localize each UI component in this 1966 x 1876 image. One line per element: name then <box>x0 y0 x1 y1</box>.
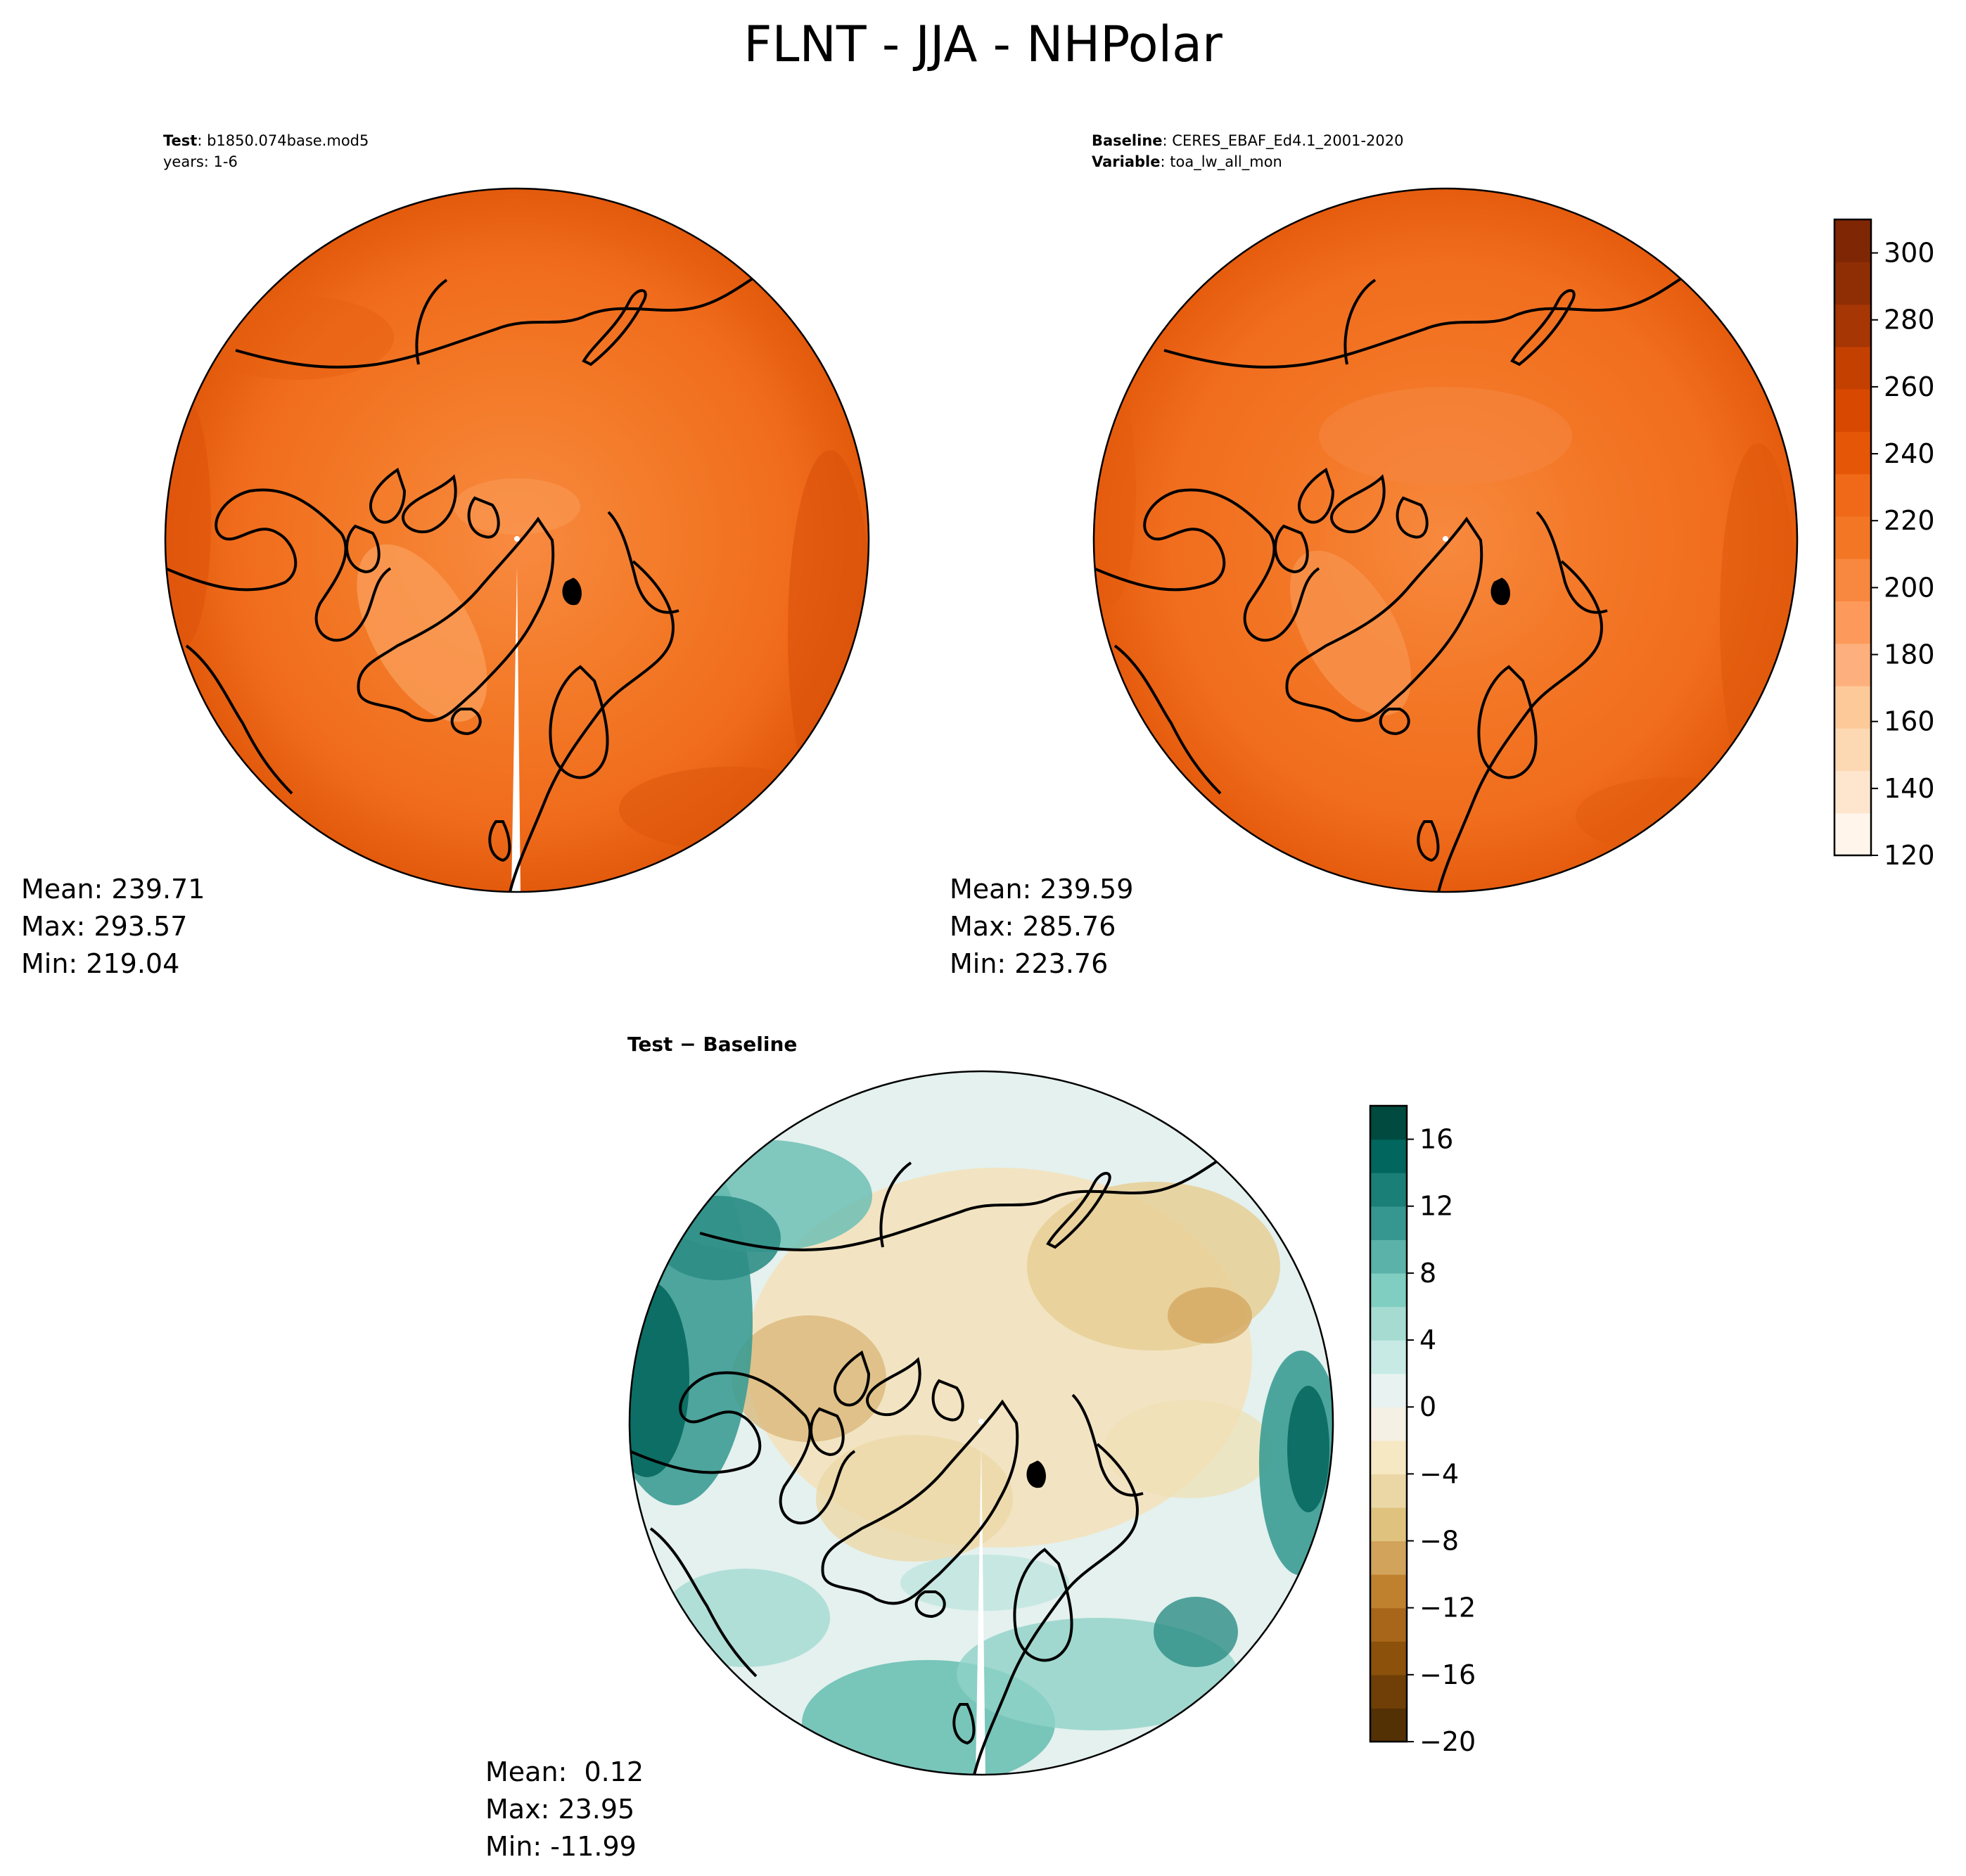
diff-colorbar-segment <box>1370 1607 1407 1642</box>
main-colorbar: 120 140 160 180 200 220 240 260 280 300 <box>1833 218 1935 871</box>
test-stats: Mean: 239.71 Max: 293.57 Min: 219.04 <box>21 871 205 983</box>
diff-colorbar-tick-label: −16 <box>1419 1659 1476 1690</box>
diff-colorbar-tick-label: 4 <box>1419 1325 1436 1355</box>
diff-colorbar-segment <box>1370 1239 1407 1274</box>
difference-mean: Mean: 0.12 <box>485 1756 644 1787</box>
main-colorbar-segment <box>1834 262 1871 305</box>
diff-colorbar-segment <box>1370 1540 1407 1575</box>
diff-colorbar-segment <box>1370 1373 1407 1408</box>
diff-colorbar-segment <box>1370 1440 1407 1474</box>
test-max: Max: 293.57 <box>21 911 188 943</box>
diff-colorbar-segment <box>1370 1272 1407 1308</box>
main-colorbar-segment <box>1834 643 1871 687</box>
main-colorbar-tick-label: 140 <box>1884 773 1935 804</box>
main-colorbar-tick-label: 260 <box>1884 371 1935 402</box>
diff-colorbar-segment <box>1370 1306 1407 1341</box>
baseline-header-line-2: Variable: toa_lw_all_mon <box>1092 153 1282 171</box>
diff-colorbar-tick-label: 16 <box>1419 1124 1453 1155</box>
test-map-boundary <box>164 187 870 893</box>
baseline-min: Min: 223.76 <box>950 948 1109 980</box>
test-min: Min: 219.04 <box>21 948 180 980</box>
main-colorbar-tick-label: 200 <box>1884 572 1935 603</box>
test-header-line-1: Test: b1850.074base.mod5 <box>163 132 369 149</box>
main-colorbar-segment <box>1834 219 1871 262</box>
diff-colorbar-segment <box>1370 1708 1407 1742</box>
diff-colorbar-tick-label: 8 <box>1419 1258 1436 1289</box>
diff-colorbar-segment <box>1370 1407 1407 1441</box>
diff-colorbar-segment <box>1370 1340 1407 1374</box>
main-colorbar-frame <box>1833 218 1872 857</box>
difference-title: Test − Baseline <box>627 1033 798 1056</box>
test-header: Test: b1850.074base.mod5 years: 1-6 <box>163 130 369 173</box>
diff-colorbar-segment <box>1370 1139 1407 1173</box>
diff-colorbar-segment <box>1370 1574 1407 1609</box>
baseline-max: Max: 285.76 <box>950 911 1116 943</box>
main-colorbar-segment <box>1834 601 1871 644</box>
diff-colorbar-segment <box>1370 1106 1407 1140</box>
difference-max: Max: 23.95 <box>485 1794 635 1825</box>
diff-colorbar-segment <box>1370 1206 1407 1240</box>
main-colorbar-segment <box>1834 559 1871 601</box>
baseline-map-boundary <box>1092 187 1799 893</box>
main-colorbar-segment <box>1834 346 1871 390</box>
baseline-header-line-1: Baseline: CERES_EBAF_Ed4.1_2001-2020 <box>1092 132 1404 149</box>
baseline-map-panel <box>1092 187 1799 893</box>
diff-colorbar-segment <box>1370 1674 1407 1709</box>
main-colorbar-segment <box>1834 685 1871 729</box>
main-colorbar-segment <box>1834 516 1871 559</box>
diff-colorbar-segment <box>1370 1173 1407 1207</box>
main-colorbar-tick-label: 120 <box>1884 840 1935 871</box>
main-colorbar-segment <box>1834 431 1871 475</box>
main-colorbar-segment <box>1834 304 1871 347</box>
diff-colorbar-tick-label: −12 <box>1419 1593 1476 1623</box>
diff-colorbar-tick-label: 12 <box>1419 1191 1453 1222</box>
main-colorbar-tick-label: 220 <box>1884 505 1935 536</box>
figure-title: FLNT - JJA - NHPolar <box>743 15 1223 73</box>
diff-colorbar-segment <box>1370 1474 1407 1508</box>
main-colorbar-segment <box>1834 389 1871 432</box>
test-header-line-2: years: 1-6 <box>163 153 238 171</box>
diff-colorbar-segment <box>1370 1507 1407 1542</box>
main-colorbar-tick-label: 280 <box>1884 305 1935 336</box>
diff-colorbar-tick-label: −8 <box>1419 1526 1459 1557</box>
main-colorbar-tick-label: 160 <box>1884 706 1935 737</box>
baseline-mean: Mean: 239.59 <box>950 874 1134 905</box>
baseline-stats: Mean: 239.59 Max: 285.76 Min: 223.76 <box>950 871 1133 983</box>
main-colorbar-segment <box>1834 728 1871 772</box>
difference-stats: Mean: 0.12 Max: 23.95 Min: -11.99 <box>485 1754 644 1866</box>
difference-map-boundary <box>628 1070 1334 1776</box>
diff-colorbar-tick-label: −20 <box>1419 1726 1476 1757</box>
diff-colorbar-frame <box>1369 1104 1408 1743</box>
main-colorbar-tick-label: 240 <box>1884 438 1935 469</box>
difference-colorbar: −20 −16 −12 −8 −4 0 4 8 12 16 <box>1369 1104 1476 1757</box>
diff-colorbar-tick-label: 0 <box>1419 1391 1436 1422</box>
diff-colorbar-tick-label: −4 <box>1419 1458 1459 1489</box>
main-colorbar-segment <box>1834 812 1871 856</box>
test-map-panel <box>164 187 870 893</box>
test-mean: Mean: 239.71 <box>21 874 205 905</box>
main-colorbar-segment <box>1834 473 1871 517</box>
main-colorbar-tick-label: 300 <box>1884 238 1935 269</box>
difference-min: Min: -11.99 <box>485 1831 637 1863</box>
baseline-header: Baseline: CERES_EBAF_Ed4.1_2001-2020 Var… <box>1092 130 1403 173</box>
main-colorbar-tick-label: 180 <box>1884 639 1935 670</box>
diff-colorbar-segment <box>1370 1641 1407 1676</box>
difference-map-panel <box>628 1070 1334 1776</box>
main-colorbar-segment <box>1834 770 1871 814</box>
